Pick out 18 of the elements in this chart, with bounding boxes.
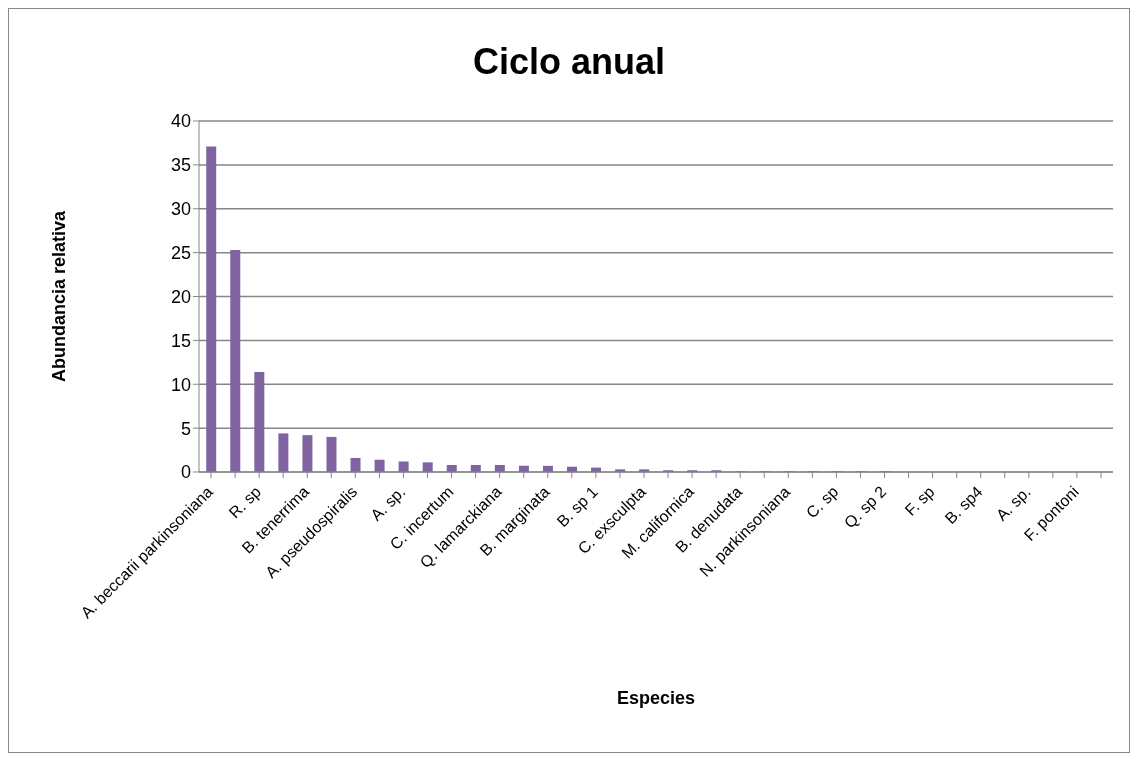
y-tick-label: 20 (170, 286, 191, 307)
x-tick-label: B. sp4 (941, 482, 986, 528)
y-tick-label: 35 (170, 155, 191, 176)
y-tick-label: 40 (170, 111, 191, 132)
chart-title: Ciclo anual (471, 41, 666, 83)
x-tick-label: Q. sp 2 (840, 482, 890, 532)
y-tick-label: 0 (180, 462, 191, 483)
y-tick-label: 30 (170, 199, 191, 220)
x-tick-label: F. sp (901, 482, 938, 519)
y-tick-label: 15 (170, 330, 191, 351)
x-axis-title: Especies (616, 688, 696, 708)
x-tick-label: A. sp. (367, 482, 409, 524)
y-axis-title: Abundancia relativa (49, 209, 70, 383)
y-tick-label: 25 (170, 243, 191, 264)
x-tick-label: A. sp. (992, 482, 1034, 524)
x-tick-label: C. sp (802, 482, 842, 522)
y-tick-label: 5 (180, 418, 191, 439)
y-tick-label: 10 (170, 374, 191, 395)
